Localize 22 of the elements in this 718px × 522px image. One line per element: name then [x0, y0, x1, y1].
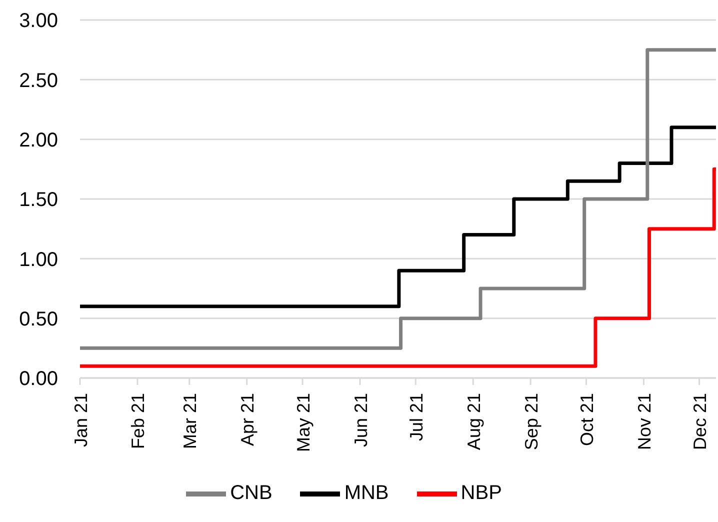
x-tick-label: Feb 21	[128, 393, 148, 450]
y-tick-label: 2.50	[19, 70, 58, 92]
x-tick-label: Jun 21	[350, 393, 371, 448]
legend-label: CNB	[230, 482, 272, 504]
x-tick-label: Aug 21	[464, 393, 484, 450]
y-tick-label: 0.50	[19, 308, 58, 330]
y-tick-label: 1.50	[19, 189, 58, 212]
y-tick-label: 3.00	[19, 10, 58, 32]
y-tick-label: 0.00	[19, 368, 58, 390]
x-tick-label: Mar 21	[180, 393, 200, 450]
x-tick-label: May 21	[293, 393, 314, 452]
x-tick-label: Jan 21	[70, 393, 91, 448]
y-tick-label: 2.00	[19, 129, 58, 152]
x-tick-label: Apr 21	[238, 393, 258, 446]
x-tick-label: Nov 21	[634, 393, 654, 450]
x-tick-label: Jul 21	[406, 393, 426, 442]
x-tick-label: Oct 21	[576, 393, 597, 446]
x-tick-label: Sep 21	[521, 393, 542, 450]
y-tick-label: 1.00	[19, 248, 58, 271]
legend-label: MNB	[344, 482, 389, 504]
legend-label: NBP	[460, 482, 502, 504]
x-tick-label: Dec 21	[690, 393, 710, 450]
